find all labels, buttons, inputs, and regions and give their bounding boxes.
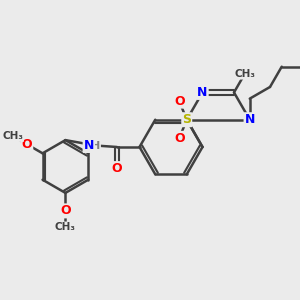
Text: S: S — [182, 113, 191, 126]
Text: O: O — [60, 204, 71, 218]
Text: N: N — [197, 86, 208, 99]
Text: O: O — [112, 162, 122, 175]
Text: CH₃: CH₃ — [2, 131, 23, 141]
Text: CH₃: CH₃ — [234, 69, 255, 79]
Text: N: N — [84, 139, 94, 152]
Text: N: N — [244, 113, 255, 126]
Text: CH₃: CH₃ — [55, 222, 76, 233]
Text: O: O — [174, 132, 184, 145]
Text: H: H — [91, 140, 100, 151]
Text: O: O — [174, 94, 184, 108]
Text: O: O — [22, 138, 32, 151]
